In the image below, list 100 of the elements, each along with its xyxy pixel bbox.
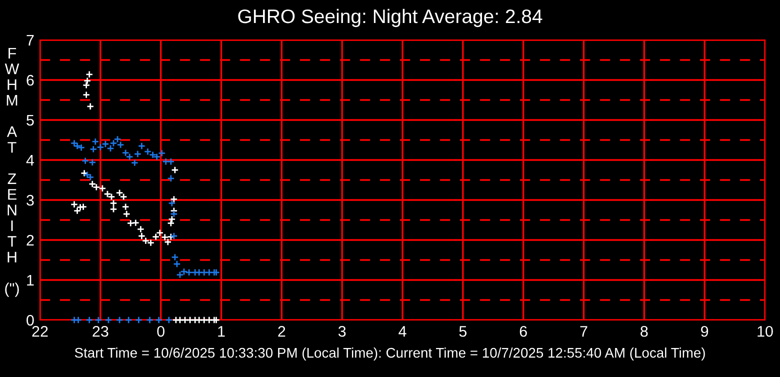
point — [152, 233, 160, 241]
point — [195, 268, 203, 276]
point — [84, 171, 92, 179]
point — [104, 316, 112, 324]
x-tick-label: 1 — [218, 326, 225, 337]
point — [195, 316, 203, 324]
point — [138, 142, 146, 150]
point — [171, 166, 179, 174]
point — [92, 138, 100, 146]
y-tick-label: 0 — [26, 314, 34, 326]
x-tick-label: 9 — [701, 326, 708, 337]
point — [130, 159, 138, 167]
x-tick-label: 22 — [32, 326, 48, 337]
point — [136, 225, 144, 233]
point — [134, 316, 142, 324]
chart-title: GHRO Seeing: Night Average: 2.84 — [238, 8, 542, 28]
y-tick-label: 2 — [26, 234, 34, 246]
point — [162, 158, 170, 166]
y-tick-label: 6 — [26, 74, 34, 86]
point — [86, 70, 94, 78]
point — [212, 268, 220, 276]
point — [148, 151, 157, 159]
x-tick-label: 8 — [640, 326, 648, 337]
point — [170, 210, 178, 218]
point — [165, 316, 173, 324]
point — [134, 150, 142, 158]
point — [70, 139, 78, 147]
x-tick-label: 0 — [157, 326, 164, 337]
point — [82, 81, 90, 89]
point — [205, 316, 213, 324]
point — [200, 316, 208, 324]
point — [124, 316, 132, 324]
point — [116, 189, 124, 197]
point — [176, 316, 184, 324]
y-tick-label: 1 — [27, 275, 34, 286]
point — [191, 268, 199, 276]
text: FWHM AT ZENITH (") — [4, 48, 20, 297]
point — [186, 316, 194, 324]
point — [82, 91, 90, 99]
x-tick-label: 2 — [278, 326, 286, 337]
point — [210, 316, 218, 324]
x-tick-label: 10 — [758, 326, 773, 337]
point — [86, 316, 94, 324]
point — [110, 205, 118, 213]
point — [168, 199, 176, 207]
point — [146, 316, 154, 324]
point — [90, 145, 98, 153]
x-tick-label: 7 — [580, 326, 588, 337]
point — [167, 158, 175, 166]
x-tick-label: 5 — [459, 326, 467, 337]
point — [173, 260, 181, 268]
point — [161, 233, 169, 241]
point — [110, 199, 118, 207]
point — [86, 102, 94, 110]
point — [168, 215, 176, 223]
point — [92, 183, 100, 191]
point — [104, 190, 112, 198]
point — [122, 203, 130, 211]
point — [167, 174, 175, 182]
point — [82, 157, 90, 165]
point — [156, 229, 164, 237]
y-tick-label: 7 — [26, 35, 34, 46]
point — [144, 148, 152, 156]
point — [171, 253, 179, 261]
y-tick-label: 4 — [26, 155, 34, 166]
point — [170, 232, 178, 240]
point — [138, 232, 146, 240]
point — [84, 77, 92, 85]
x-tick-label: 3 — [338, 326, 346, 337]
point — [126, 153, 134, 161]
point — [200, 268, 208, 276]
y-tick-label: 5 — [26, 115, 34, 126]
y-tick-label: 3 — [26, 194, 34, 206]
point — [70, 200, 78, 208]
point — [74, 316, 82, 324]
point — [142, 237, 150, 245]
point — [94, 316, 102, 324]
point — [205, 268, 213, 276]
x-tick-label: 6 — [520, 326, 527, 337]
point — [122, 149, 130, 157]
point — [146, 239, 155, 247]
point — [116, 316, 124, 324]
point — [88, 158, 96, 166]
point — [191, 316, 199, 324]
point — [120, 193, 128, 201]
point — [185, 268, 193, 276]
point — [116, 141, 124, 149]
point — [170, 195, 178, 203]
point — [155, 316, 163, 324]
point — [108, 193, 116, 201]
point — [88, 180, 96, 188]
point — [122, 210, 130, 218]
point — [212, 316, 220, 324]
point — [180, 268, 188, 276]
x-tick-label: 23 — [92, 326, 108, 337]
text: Start Time = 10/6/2025 10:33:30 PM (Local Time): Current Time = 10/7/2025 12:55:40 AM (Local Time) — [74, 348, 705, 360]
point — [181, 316, 189, 324]
point — [114, 135, 122, 143]
point — [73, 142, 82, 150]
x-tick-label: 4 — [398, 326, 406, 337]
